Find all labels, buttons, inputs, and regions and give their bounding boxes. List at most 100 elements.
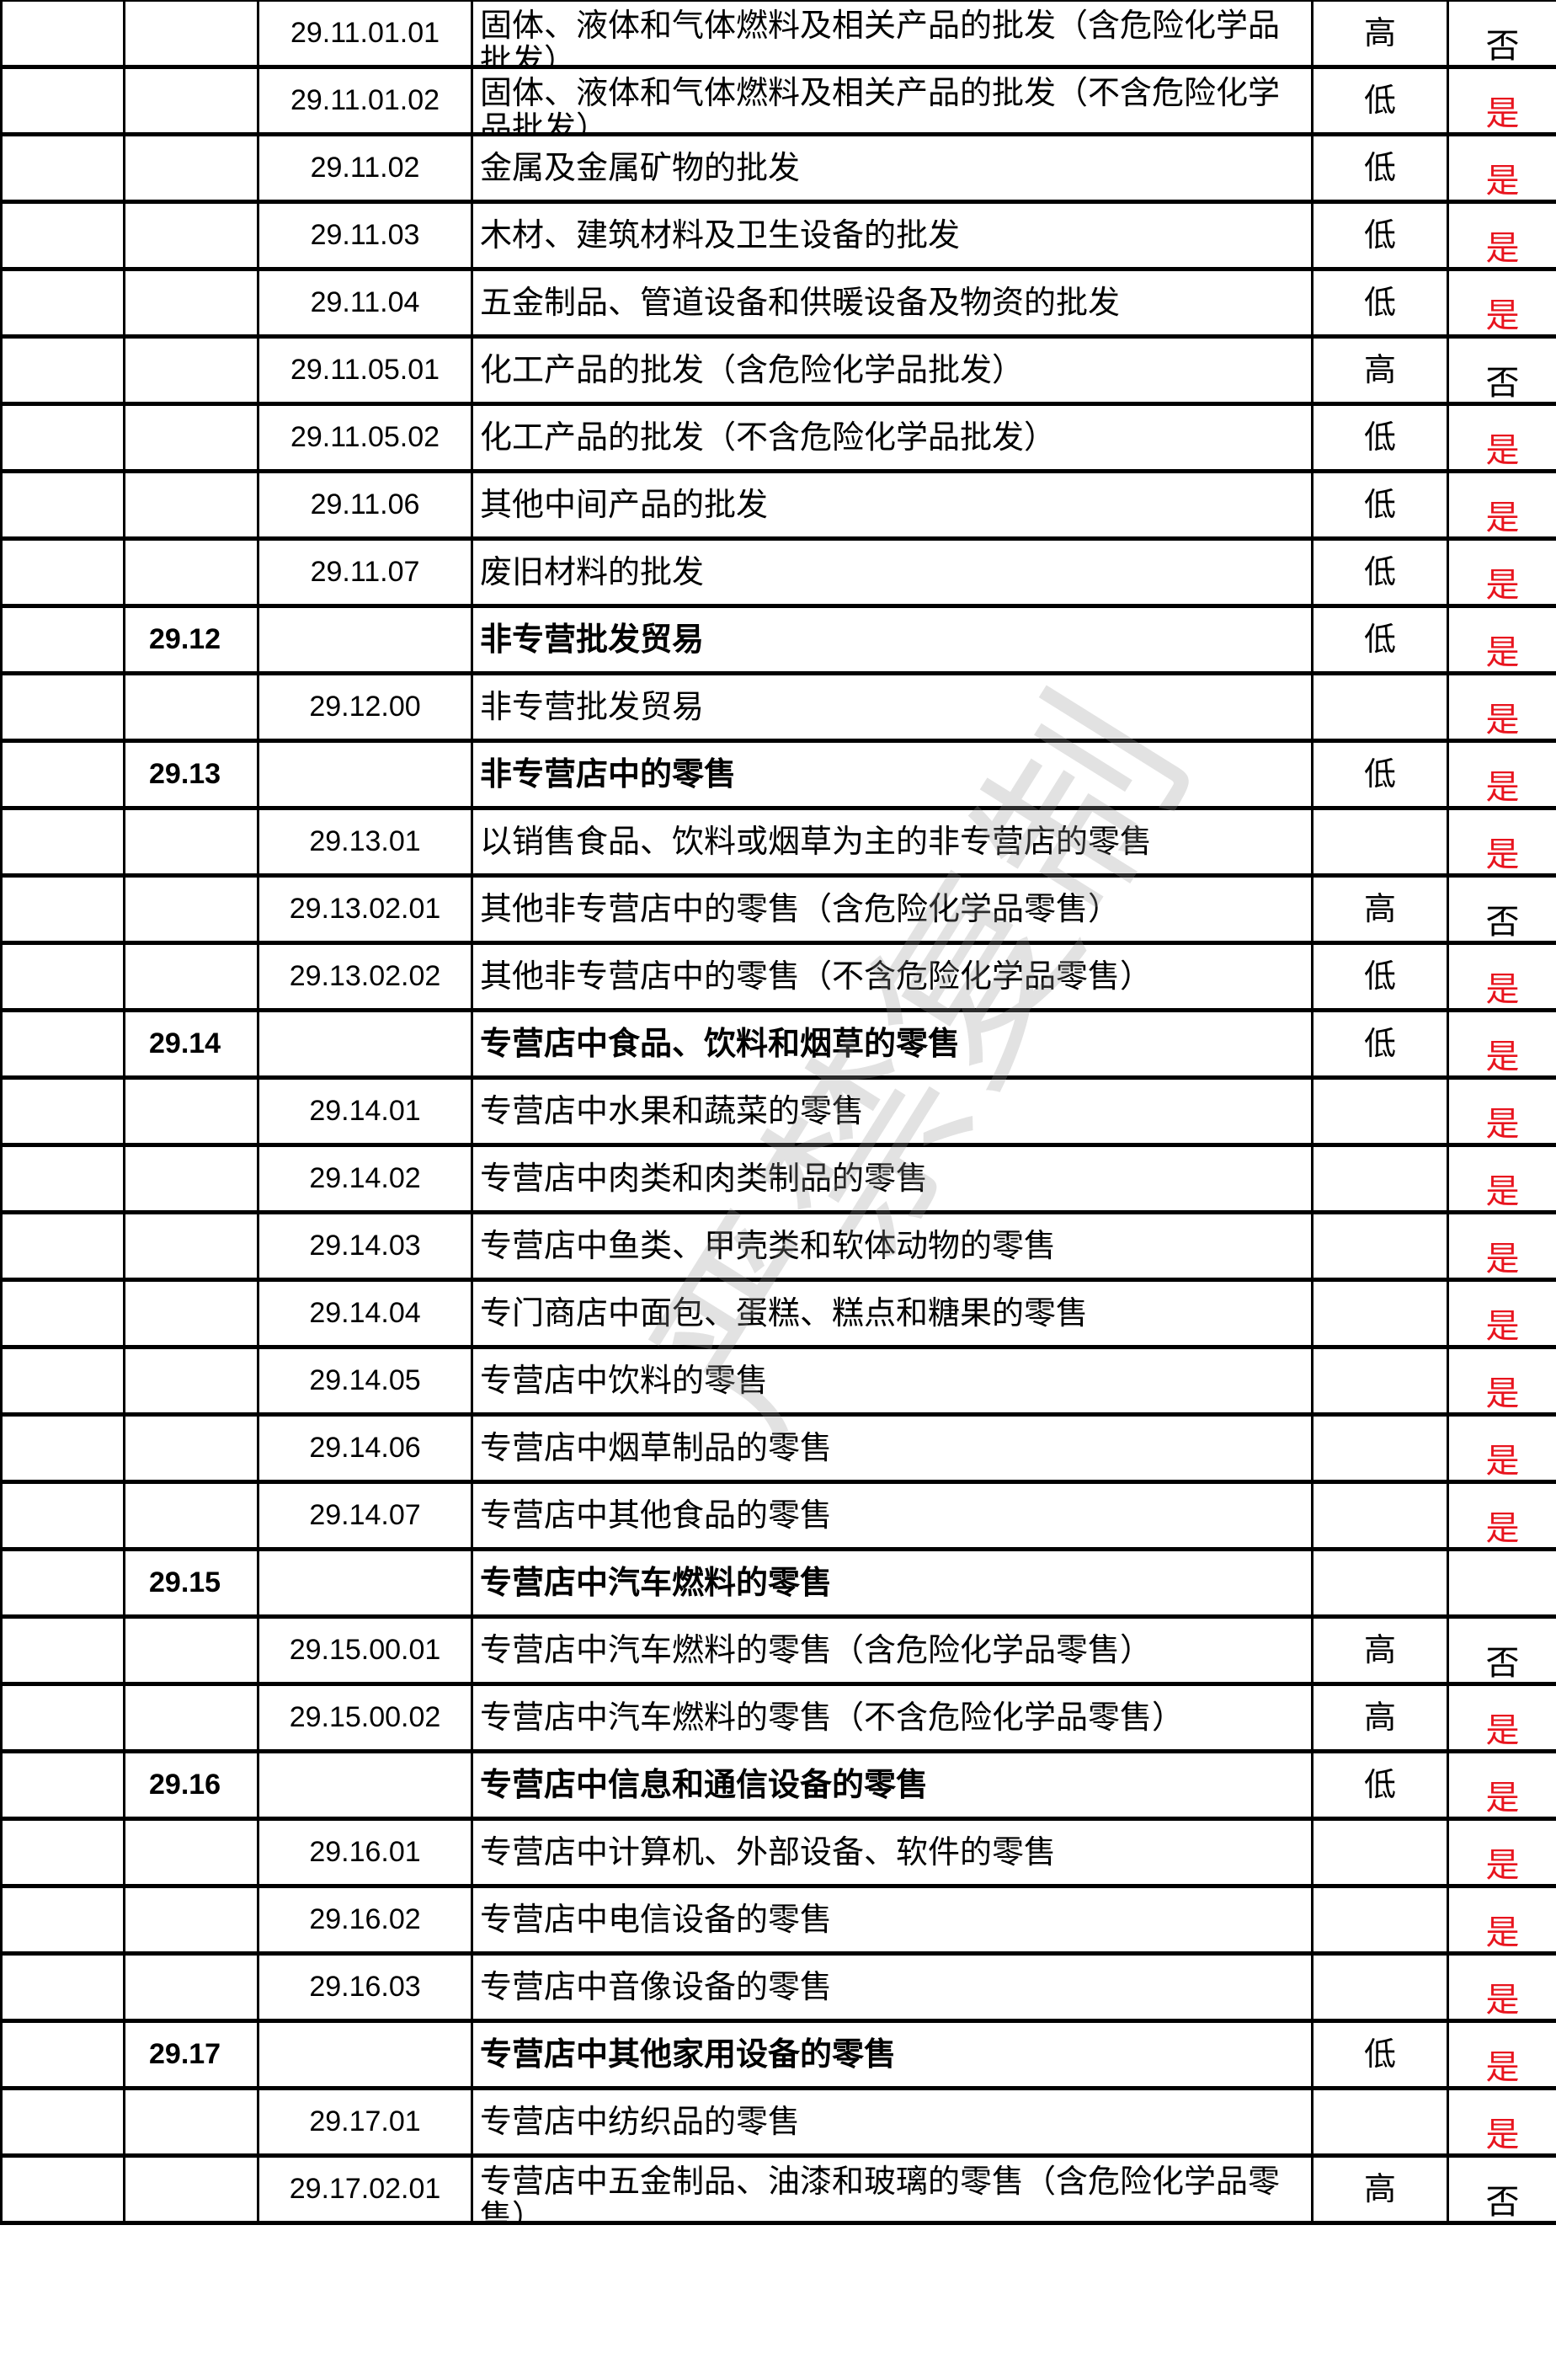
table-row: 29.11.04 五金制品、管道设备和供暖设备及物资的批发 低 是 xyxy=(0,267,1556,339)
description-cell-text: 非专营批发贸易 xyxy=(480,622,705,658)
group-code-cell xyxy=(123,1614,259,1686)
item-code-cell: 29.14.07 xyxy=(257,1480,473,1551)
blank-cell-text xyxy=(4,1756,122,1815)
item-code-cell: 29.11.02 xyxy=(257,132,473,204)
allowed-cell-text: 是 xyxy=(1485,1779,1520,1817)
group-code-cell-text: 29.13 xyxy=(149,758,221,790)
risk-level-cell xyxy=(1311,806,1449,878)
risk-level-cell xyxy=(1311,1884,1449,1956)
description-cell: 其他非专营店中的零售（不含危险化学品零售） xyxy=(471,941,1314,1012)
allowed-cell: 是 xyxy=(1447,536,1556,608)
allowed-cell-text: 是 xyxy=(1485,2048,1520,2086)
item-code-cell-text: 29.11.03 xyxy=(310,219,420,251)
item-code-cell-text: 29.16.03 xyxy=(309,1971,421,2003)
blank-cell xyxy=(0,1884,125,1956)
risk-level-cell: 高 xyxy=(1311,0,1449,69)
group-code-cell-text xyxy=(127,206,256,265)
description-cell: 专门商店中面包、蛋糕、糕点和糖果的零售 xyxy=(471,1278,1314,1349)
group-code-cell xyxy=(123,1412,259,1484)
blank-cell xyxy=(0,1547,125,1619)
risk-level-cell-text: 低 xyxy=(1363,959,1396,995)
blank-cell xyxy=(0,1412,125,1484)
table-row: 29.15.00.02 专营店中汽车燃料的零售（不含危险化学品零售） 高 是 xyxy=(0,1682,1556,1753)
description-cell-text: 专营店中汽车燃料的零售（含危险化学品零售） xyxy=(480,1632,1153,1668)
risk-level-cell: 低 xyxy=(1311,2019,1449,2090)
item-code-cell: 29.13.02.01 xyxy=(257,873,473,945)
risk-level-cell-text: 低 xyxy=(1363,488,1396,523)
risk-level-cell-text: 高 xyxy=(1363,16,1396,51)
table-row: 29.14.02 专营店中肉类和肉类制品的零售 是 xyxy=(0,1143,1556,1214)
group-code-cell xyxy=(123,536,259,608)
table-row: 29.17.01 专营店中纺织品的零售 是 xyxy=(0,2086,1556,2158)
blank-cell xyxy=(0,402,125,473)
description-cell-text: 专营店中烟草制品的零售 xyxy=(480,1430,833,1466)
risk-level-cell-text: 高 xyxy=(1363,2172,1396,2207)
allowed-cell: 是 xyxy=(1447,1884,1556,1956)
group-code-cell-text xyxy=(127,2093,256,2152)
risk-level-cell-text: 低 xyxy=(1363,420,1396,456)
risk-level-cell xyxy=(1311,1817,1449,1888)
item-code-cell-text: 29.15.00.01 xyxy=(289,1634,441,1666)
table-row: 29.14.06 专营店中烟草制品的零售 是 xyxy=(0,1412,1556,1484)
blank-cell-text xyxy=(4,880,122,939)
blank-cell-text xyxy=(4,4,122,63)
blank-cell xyxy=(0,1817,125,1888)
description-cell-text: 专营店中食品、饮料和烟草的零售 xyxy=(480,1026,961,1062)
blank-cell xyxy=(0,469,125,541)
group-code-cell-text xyxy=(127,1217,256,1276)
risk-level-cell xyxy=(1311,1345,1449,1417)
group-code-cell xyxy=(123,1884,259,1956)
risk-level-cell-text: 低 xyxy=(1363,218,1396,253)
item-code-cell-text xyxy=(261,1554,470,1613)
table-row: 29.17.02.01 专营店中五金制品、油漆和玻璃的零售（含危险化学品零售） 高 否 xyxy=(0,2153,1556,2225)
description-cell: 专营店中肉类和肉类制品的零售 xyxy=(471,1143,1314,1214)
item-code-cell: 29.11.06 xyxy=(257,469,473,541)
risk-level-cell: 低 xyxy=(1311,604,1449,675)
item-code-cell-text: 29.13.02.01 xyxy=(289,893,441,925)
group-code-cell-text xyxy=(127,543,256,602)
description-cell: 专营店中其他食品的零售 xyxy=(471,1480,1314,1551)
allowed-cell: 是 xyxy=(1447,469,1556,541)
risk-level-cell: 低 xyxy=(1311,739,1449,810)
description-cell-text: 专营店中音像设备的零售 xyxy=(480,1969,833,2005)
allowed-cell-text: 是 xyxy=(1485,1981,1520,2019)
group-row: 29.17 专营店中其他家用设备的零售 低 是 xyxy=(0,2019,1556,2090)
risk-level-cell: 高 xyxy=(1311,1682,1449,1753)
group-code-cell-text xyxy=(127,341,256,400)
blank-cell xyxy=(0,1008,125,1080)
group-code-cell xyxy=(123,132,259,204)
item-code-cell: 29.14.01 xyxy=(257,1075,473,1147)
table-row: 29.13.02.01 其他非专营店中的零售（含危险化学品零售） 高 否 xyxy=(0,873,1556,945)
allowed-cell-text: 是 xyxy=(1485,701,1520,739)
allowed-cell-text: 是 xyxy=(1485,1172,1520,1210)
description-cell: 专营店中信息和通信设备的零售 xyxy=(471,1749,1314,1821)
blank-cell xyxy=(0,65,125,136)
description-cell: 专营店中计算机、外部设备、软件的零售 xyxy=(471,1817,1314,1888)
allowed-cell: 是 xyxy=(1447,2086,1556,2158)
item-code-cell: 29.14.06 xyxy=(257,1412,473,1484)
description-cell: 专营店中水果和蔬菜的零售 xyxy=(471,1075,1314,1147)
item-code-cell: 29.14.05 xyxy=(257,1345,473,1417)
description-cell-text: 专营店中肉类和肉类制品的零售 xyxy=(480,1161,929,1197)
group-code-cell xyxy=(123,1345,259,1417)
risk-level-cell-text xyxy=(1315,1958,1446,2017)
allowed-cell-text: 是 xyxy=(1485,768,1520,806)
allowed-cell: 是 xyxy=(1447,1817,1556,1888)
group-code-cell xyxy=(123,200,259,271)
item-code-cell: 29.13.02.02 xyxy=(257,941,473,1012)
allowed-cell: 是 xyxy=(1447,1278,1556,1349)
description-cell-text: 以销售食品、饮料或烟草为主的非专营店的零售 xyxy=(480,824,1153,860)
risk-level-cell-text: 低 xyxy=(1363,83,1396,119)
allowed-cell-text: 否 xyxy=(1485,27,1520,65)
description-cell-text: 专营店中计算机、外部设备、软件的零售 xyxy=(480,1834,1057,1870)
group-code-cell xyxy=(123,2086,259,2158)
allowed-cell: 是 xyxy=(1447,806,1556,878)
blank-cell-text xyxy=(4,947,122,1006)
description-cell-text: 专营店中其他食品的零售 xyxy=(480,1497,833,1534)
allowed-cell: 是 xyxy=(1447,1682,1556,1753)
description-cell-text: 专营店中电信设备的零售 xyxy=(480,1902,833,1938)
blank-cell-text xyxy=(4,1823,122,1882)
allowed-cell: 是 xyxy=(1447,2019,1556,2090)
item-code-cell: 29.12.00 xyxy=(257,671,473,743)
group-code-cell-text xyxy=(127,1352,256,1411)
